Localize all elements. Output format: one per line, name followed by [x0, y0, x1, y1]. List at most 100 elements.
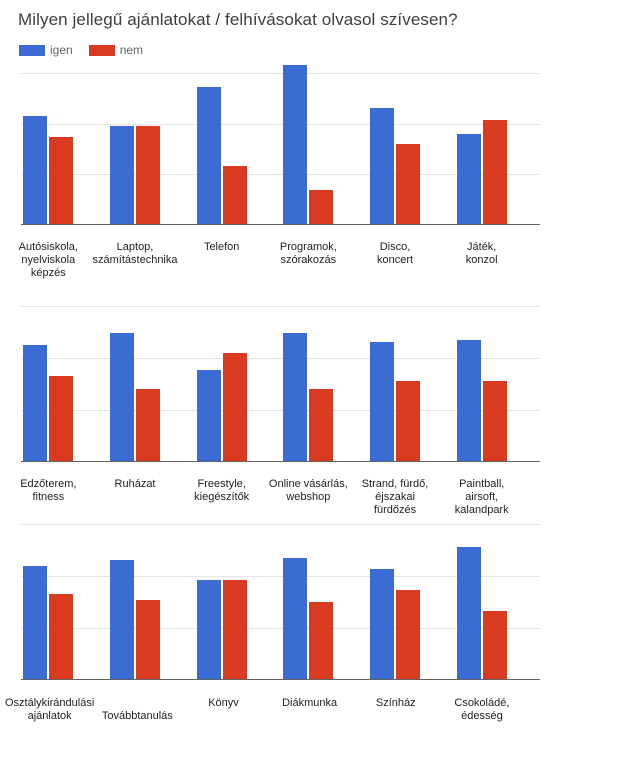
gridline — [21, 575, 540, 577]
bar-bands — [5, 524, 525, 680]
bar-group — [92, 306, 179, 462]
bar-group — [178, 524, 265, 680]
category-label: Laptop, számítástechnika — [92, 241, 179, 299]
bar-nem — [309, 602, 334, 680]
bar-group — [352, 524, 439, 680]
bar-pair — [110, 524, 160, 680]
bar-igen — [456, 547, 481, 680]
category-label-line: fürdőzés — [373, 504, 417, 516]
category-label-line: Laptop, — [116, 241, 154, 253]
category-label-line: Edzőterem, — [20, 478, 77, 490]
bar-igen — [110, 332, 134, 462]
category-label-line: szórakozás — [280, 254, 337, 266]
bar-group — [352, 73, 439, 225]
category-label-line: ajánlatok — [27, 710, 72, 722]
category-label: Edzőterem, fitness — [5, 478, 92, 524]
bar-pair — [196, 524, 247, 680]
category-label-line: Freestyle, — [197, 478, 246, 490]
bar-pair — [370, 73, 421, 225]
bar-group — [352, 306, 439, 462]
bar-pair — [370, 524, 421, 680]
category-label-line: Diákmunka — [282, 697, 338, 709]
gridline — [21, 357, 540, 359]
bar-pair — [456, 524, 507, 680]
legend-label-nem: nem — [119, 43, 144, 57]
category-label-line: éjszakai — [375, 491, 415, 503]
category-label-line: airsoft, — [465, 491, 499, 503]
category-label-line: koncert — [376, 254, 414, 266]
bar-pair — [283, 524, 334, 680]
category-label-line: Továbbtanulás — [101, 710, 173, 722]
bar-igen — [283, 65, 308, 225]
category-label: Programok, szórakozás — [265, 241, 352, 299]
legend: igen nem — [19, 44, 618, 56]
category-label: Telefon — [178, 241, 265, 299]
bar-pair — [283, 306, 334, 462]
bar-nem — [396, 380, 421, 462]
gridline — [21, 123, 540, 125]
category-label-line: fitness — [32, 491, 65, 503]
bar-pair — [196, 73, 247, 225]
bar-group — [178, 306, 265, 462]
bar-nem — [482, 611, 507, 680]
category-labels: Osztálykirándulási ajánlatok Továbbtanulás… — [5, 680, 525, 749]
bar-group — [265, 65, 352, 225]
bar-igen — [456, 133, 481, 225]
category-label-line: Ruházat — [114, 478, 156, 490]
bar-nem — [309, 190, 334, 225]
category-label: Továbbtanulás — [94, 710, 180, 749]
charts-container: Autósiskola, nyelviskola képzés Laptop, szám… — [0, 65, 618, 749]
category-labels: Edzőterem, fitness Ruházat Freestyle, kiegés… — [5, 462, 525, 524]
bar-group — [438, 306, 525, 462]
legend-swatch-igen-icon — [19, 44, 45, 56]
bar-nem — [222, 165, 247, 225]
category-label: Ruházat — [92, 478, 179, 524]
gridline — [21, 73, 540, 74]
bar-group — [5, 524, 92, 680]
bar-group — [265, 306, 352, 462]
category-label-line: konzol — [465, 254, 498, 266]
bar-nem — [136, 388, 160, 462]
category-label: Könyv — [180, 697, 266, 749]
category-label-line: kalandpark — [454, 504, 509, 516]
bar-nem — [396, 589, 421, 680]
category-label-line: Telefon — [203, 241, 240, 253]
bar-nem — [222, 352, 247, 462]
bar-group — [178, 73, 265, 225]
bar-igen — [370, 107, 395, 225]
x-axis-baseline — [21, 224, 540, 225]
page-title: Milyen jellegű ajánlatokat / felhívásoka… — [18, 10, 458, 29]
gridline — [21, 174, 540, 176]
bar-group — [265, 524, 352, 680]
category-label: Paintball, airsoft, kalandpark — [438, 478, 525, 524]
bar-pair — [23, 306, 74, 462]
bar-igen — [23, 115, 48, 225]
bar-nem — [136, 126, 160, 225]
gridline — [21, 628, 540, 629]
bar-nem — [222, 580, 247, 680]
plot-area — [0, 306, 618, 462]
bar-pair — [110, 73, 160, 225]
bar-igen — [283, 332, 308, 462]
category-label: Játék, konzol — [438, 241, 525, 299]
bar-group — [438, 524, 525, 680]
category-labels: Autósiskola, nyelviskola képzés Laptop, szám… — [5, 225, 525, 299]
gridline — [21, 410, 540, 411]
form-summary-chart-page: Milyen jellegű ajánlatokat / felhívásoka… — [0, 11, 618, 760]
category-label: Freestyle, kiegészítők — [178, 478, 265, 524]
x-axis-baseline — [21, 461, 540, 462]
bar-igen — [370, 341, 395, 462]
bar-igen — [110, 559, 134, 680]
bar-pair — [196, 306, 247, 462]
category-label-line: Programok, — [279, 241, 337, 253]
bar-nem — [136, 600, 160, 680]
category-label-line: édesség — [461, 710, 503, 722]
bar-pair — [370, 306, 421, 462]
category-label: Osztálykirándulási ajánlatok — [5, 697, 94, 749]
bar-igen — [370, 569, 395, 680]
bar-pair — [23, 524, 74, 680]
category-label-line: kiegészítők — [194, 491, 250, 503]
category-label: Színház — [353, 697, 439, 749]
bar-group — [92, 524, 179, 680]
chart-row-2: Edzőterem, fitness Ruházat Freestyle, kiegés… — [0, 306, 618, 524]
